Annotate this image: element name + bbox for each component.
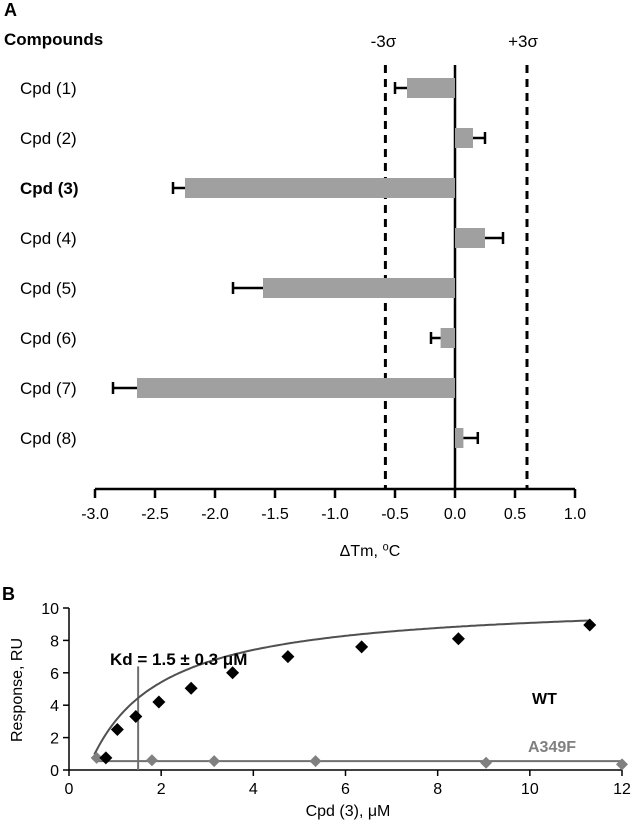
reference-line-label: -3σ — [371, 32, 397, 51]
panel-b-label: B — [2, 584, 15, 604]
category-labels: Cpd (1) Cpd (2) Cpd (3) Cpd (4) Cpd (5) Cpd (… — [20, 79, 79, 448]
x-tick-label: 0.0 — [444, 506, 466, 523]
bars — [137, 78, 485, 448]
error-bars — [111, 82, 505, 444]
y-tick-label: 6 — [50, 666, 59, 683]
wt-point — [152, 695, 166, 709]
y-tick-label: 8 — [50, 633, 59, 650]
y-tick-label: 10 — [41, 601, 59, 618]
y-axis-label: Response, RU — [9, 638, 26, 742]
x-tick-label: 0 — [65, 781, 74, 798]
wt-point — [110, 723, 124, 736]
bar — [455, 128, 473, 148]
x-tick-label: 0.5 — [504, 506, 526, 523]
category-label: Cpd (5) — [20, 279, 77, 298]
wt-point — [281, 650, 295, 664]
wt-point — [355, 640, 369, 654]
panel-a-label: A — [4, 0, 17, 20]
wt-point — [583, 618, 597, 632]
a349f-point — [145, 754, 158, 767]
bar — [455, 428, 464, 448]
x-tick-label: -2.0 — [201, 506, 229, 523]
category-label: Cpd (3) — [20, 179, 79, 198]
wt-fit-curve — [93, 619, 590, 755]
wt-point — [451, 632, 465, 646]
axes: 0 2 4 6 8 10 0 2 4 6 8 10 12 — [41, 601, 631, 798]
y-tick-label: 0 — [50, 763, 59, 780]
category-label: Cpd (7) — [20, 379, 77, 398]
x-tick-label: 1.0 — [564, 506, 586, 523]
category-label: Cpd (8) — [20, 429, 77, 448]
x-axis-label: Cpd (3), μM — [306, 803, 391, 820]
a349f-point — [309, 755, 322, 768]
category-label: Cpd (4) — [20, 229, 77, 248]
bar — [407, 78, 455, 98]
reference-lines: -3σ +3σ — [371, 32, 538, 489]
x-tick-label: -1.0 — [321, 506, 349, 523]
x-axis: -3.0 -2.5 -2.0 -1.5 -1.0 -0.5 0.0 0.5 1.0 — [81, 487, 586, 523]
wt-point — [99, 751, 113, 765]
bar — [263, 278, 455, 298]
a349f-point — [616, 758, 628, 771]
bar — [137, 378, 455, 398]
a349f-point — [480, 756, 493, 769]
a349f-point — [208, 755, 221, 768]
wt-point — [226, 666, 240, 680]
reference-line-label: +3σ — [508, 32, 538, 51]
category-header: Compounds — [4, 30, 103, 49]
x-tick-label: -1.5 — [261, 506, 289, 523]
category-label: Cpd (6) — [20, 329, 77, 348]
x-tick-label: 4 — [249, 781, 258, 798]
y-tick-label: 2 — [50, 731, 59, 748]
wt-point — [129, 710, 143, 724]
x-tick-label: 6 — [341, 781, 350, 798]
category-label: Cpd (2) — [20, 129, 77, 148]
x-tick-label: -2.5 — [141, 506, 169, 523]
series-label-wt: WT — [532, 691, 557, 708]
bar — [185, 178, 455, 198]
wt-point — [184, 681, 198, 695]
x-tick-label: 2 — [157, 781, 166, 798]
series-label-a349f: A349F — [528, 739, 576, 756]
x-tick-label: 8 — [433, 781, 442, 798]
x-axis-label: ΔTm, ⁰C — [340, 543, 401, 560]
data-points — [90, 618, 628, 771]
bar — [455, 228, 485, 248]
x-tick-label: 10 — [521, 781, 539, 798]
bar — [440, 328, 455, 348]
kd-annotation: Kd = 1.5 ± 0.3 μM — [110, 650, 247, 669]
y-tick-label: 4 — [50, 698, 59, 715]
a349f-point — [90, 751, 103, 764]
x-tick-label: -3.0 — [81, 506, 109, 523]
category-label: Cpd (1) — [20, 79, 77, 98]
x-tick-label: -0.5 — [381, 506, 409, 523]
x-tick-label: 12 — [613, 781, 631, 798]
panel-a: A Compounds -3σ +3σ Cpd (1) Cpd (2) Cpd (3)… — [4, 0, 586, 560]
